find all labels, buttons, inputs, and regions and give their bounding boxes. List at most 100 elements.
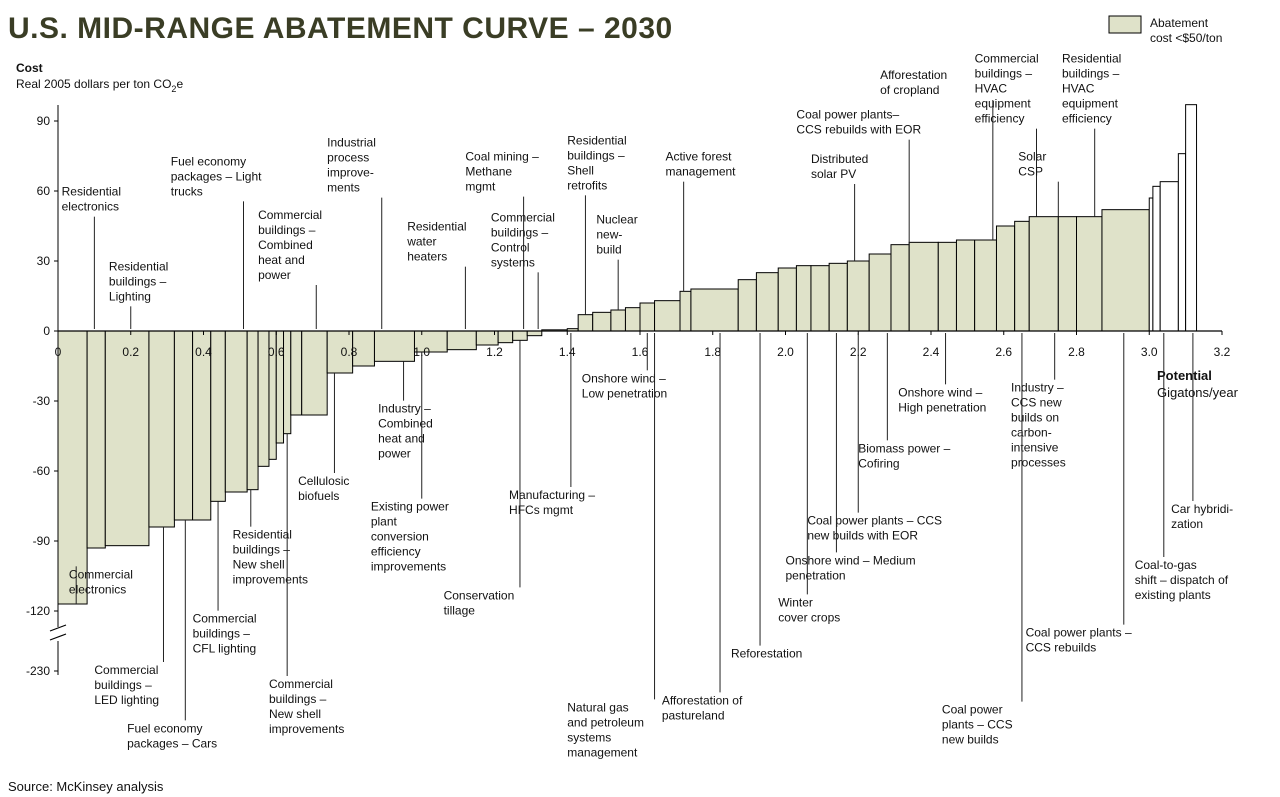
- bar: [104, 330, 150, 547]
- annotation-label: solar PV: [811, 167, 856, 181]
- annotation-label: equipment: [975, 97, 1032, 111]
- annotation-label: systems: [491, 255, 535, 269]
- bar: [497, 330, 514, 344]
- annotation-label: power: [378, 447, 411, 461]
- bar: [301, 330, 328, 416]
- bar: [283, 330, 292, 435]
- annotation-label: Commercial: [258, 208, 322, 222]
- annotation-label: Onshore wind –: [898, 385, 982, 399]
- axis-break-mark: [49, 624, 67, 632]
- annotation-label: Conservation: [444, 588, 515, 602]
- annotation-label: Methane: [465, 165, 512, 179]
- annotation-label: Industry –: [1011, 381, 1064, 395]
- annotation-label: water: [406, 235, 436, 249]
- x-tick-label: 1.8: [704, 345, 721, 359]
- annotation-label: management: [665, 165, 736, 179]
- annotation-label: conversion: [371, 530, 429, 544]
- annotation-label: Manufacturing –: [509, 488, 595, 502]
- annotation-label: intensive: [1011, 441, 1059, 455]
- y-axis-subtitle-subscript: 2: [171, 84, 176, 94]
- y-tick-label: -60: [33, 464, 51, 478]
- annotation-label: CCS new: [1011, 396, 1062, 410]
- annotation-label: Coal power: [942, 703, 1003, 717]
- y-axis-subtitle-main: Real 2005 dollars per ton CO: [16, 77, 171, 91]
- annotation-label: biofuels: [298, 489, 339, 503]
- annotation-label: ments: [327, 181, 360, 195]
- annotation-label: Distributed: [811, 152, 868, 166]
- annotation-label: and petroleum: [567, 715, 644, 729]
- bar: [592, 311, 612, 332]
- annotation-label: Commercial: [193, 612, 257, 626]
- bar: [846, 260, 870, 332]
- y-tick-label: 0: [43, 324, 50, 338]
- annotation-label: New shell: [233, 558, 285, 572]
- annotation-label: Control: [491, 240, 530, 254]
- annotation-label: heat and: [258, 253, 305, 267]
- annotation-label: Commercial: [69, 567, 133, 581]
- annotation-label: mgmt: [465, 180, 496, 194]
- source-note: Source: McKinsey analysis: [8, 779, 164, 794]
- annotation-label: efficiency: [1062, 112, 1112, 126]
- annotation-label: Commercial: [269, 677, 333, 691]
- annotation-label: buildings –: [975, 67, 1033, 81]
- annotation-label: buildings –: [258, 223, 316, 237]
- y-axis-subtitle-end: e: [176, 77, 183, 91]
- annotation-label: Existing power: [371, 500, 449, 514]
- x-tick-label: 0: [55, 345, 62, 359]
- bar: [148, 330, 175, 528]
- annotation-label: buildings –: [193, 627, 251, 641]
- bar: [224, 330, 248, 493]
- y-tick-label: -30: [33, 394, 51, 408]
- x-axis-subtitle: Gigatons/year: [1157, 385, 1239, 400]
- annotation-label: retrofits: [567, 178, 607, 192]
- annotation-label: systems: [567, 730, 611, 744]
- chart-title: U.S. MID-RANGE ABATEMENT CURVE – 2030: [8, 12, 673, 45]
- annotation-label: Coal power plants –: [1026, 626, 1132, 640]
- annotation-label: HVAC: [1062, 82, 1095, 96]
- bar: [868, 253, 892, 332]
- bar: [1101, 209, 1150, 332]
- x-tick-label: 1.4: [559, 345, 576, 359]
- annotation-label: efficiency: [371, 545, 421, 559]
- annotation-label: new builds: [942, 733, 999, 747]
- annotation-label: Reforestation: [731, 647, 802, 661]
- bar: [210, 330, 226, 502]
- annotation-label: Commercial: [491, 210, 555, 224]
- annotation-label: electronics: [69, 582, 126, 596]
- y-tick-label: 30: [37, 254, 51, 268]
- annotation-label: equipment: [1062, 97, 1119, 111]
- bar: [1057, 216, 1077, 332]
- annotation-label: new-: [596, 228, 622, 242]
- annotation-label: processes: [1011, 456, 1066, 470]
- annotation-label: Coal-to-gas: [1135, 558, 1197, 572]
- x-axis-title: Potential: [1157, 368, 1212, 383]
- annotation-label: tillage: [444, 603, 476, 617]
- annotation-label: Onshore wind –: [582, 371, 666, 385]
- annotation-label: CSP: [1018, 165, 1043, 179]
- annotation-label: Residential: [109, 259, 168, 273]
- annotation-label: power: [258, 268, 291, 282]
- x-tick-label: 3.2: [1214, 345, 1231, 359]
- annotation-label: improvements: [233, 573, 308, 587]
- annotation-label: trucks: [171, 184, 203, 198]
- bar: [755, 272, 779, 332]
- bar: [526, 330, 543, 337]
- bar: [610, 309, 626, 332]
- bar: [890, 244, 910, 332]
- annotation-label: Coal power plants – CCS: [807, 514, 942, 528]
- bar: [795, 265, 812, 332]
- annotation-label: buildings –: [94, 678, 152, 692]
- annotation-label: electronics: [62, 200, 119, 214]
- x-tick-label: 0.4: [195, 345, 212, 359]
- y-axis-title: Cost: [16, 61, 43, 75]
- bar: [777, 267, 797, 332]
- annotation-label: buildings –: [109, 274, 167, 288]
- annotation-label: Shell: [567, 163, 594, 177]
- annotation-label: Fuel economy: [171, 154, 246, 168]
- annotation-label: Commercial: [94, 663, 158, 677]
- y-tick-label: -120: [26, 604, 50, 618]
- bar: [86, 330, 106, 549]
- legend-label: Abatement: [1150, 16, 1209, 30]
- annotation-label: buildings –: [1062, 67, 1120, 81]
